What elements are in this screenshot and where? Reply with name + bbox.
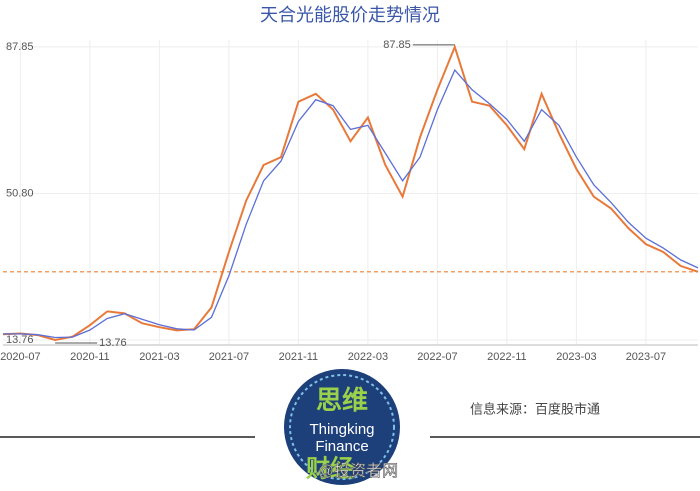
source-note: 信息来源：百度股市通 [470,401,600,416]
chart-title: 天合光能股价走势情况 [260,5,440,25]
x-tick-label: 2021-07 [209,351,249,363]
x-tick-label: 2020-11 [70,351,110,363]
x-tick-label: 2020-07 [0,351,40,363]
x-tick-label: 2021-03 [139,351,179,363]
watermark: @投资者网 [318,462,398,480]
x-tick-label: 2022-03 [348,351,388,363]
logo-text: Finance [315,438,368,455]
price-line [2,43,699,342]
price-line [3,68,699,339]
y-tick-label: 13.76 [6,334,34,346]
x-tick-label: 2023-07 [626,351,666,363]
logo-text: Thingking [309,421,374,438]
x-tick-label: 2022-07 [417,351,457,363]
max-label: 87.85 [383,39,411,51]
x-tick-label: 2023-03 [556,351,596,363]
logo-text: 思维 [316,385,368,415]
min-label: 13.76 [99,337,127,349]
logo-circle [284,369,400,485]
y-tick-label: 87.85 [6,41,34,53]
logo-ring [289,374,395,480]
plot-area: 2020-07 2020-11 2021-03 2021-07 2021-11 2022-… [0,39,699,363]
x-tick-label: 2021-11 [279,351,319,363]
x-tick-label: 2022-11 [487,351,527,363]
y-tick-label: 50.80 [6,187,34,199]
logo-text: 财经 [306,454,354,482]
